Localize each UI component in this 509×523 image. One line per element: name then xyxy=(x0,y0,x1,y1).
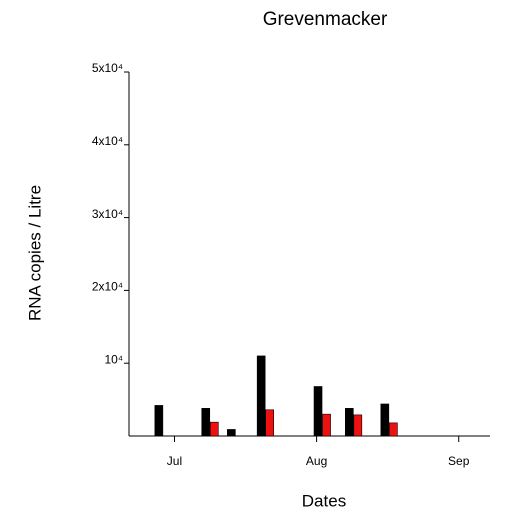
bar xyxy=(256,355,266,437)
y-tick-label: 2x10⁴ xyxy=(92,280,123,294)
y-axis-label: RNA copies / Litre xyxy=(25,185,44,321)
bar xyxy=(389,422,398,437)
bar xyxy=(344,408,354,437)
chart-title: Grevenmacker xyxy=(263,9,388,30)
y-tick-label: 4x10⁴ xyxy=(92,134,123,148)
bar xyxy=(353,414,363,437)
y-tick-label: 3x10⁴ xyxy=(92,207,123,221)
bar xyxy=(154,405,164,437)
bar xyxy=(313,386,323,437)
x-tick-label: Jul xyxy=(167,454,182,468)
y-tick-label: 5x10⁴ xyxy=(92,61,123,75)
x-tick-label: Sep xyxy=(448,454,470,468)
x-axis-label: Dates xyxy=(302,491,346,510)
bar xyxy=(227,429,236,437)
bar xyxy=(209,421,219,437)
bar xyxy=(322,413,331,437)
bar xyxy=(201,408,211,437)
x-tick-label: Aug xyxy=(306,454,327,468)
y-tick-label: 10⁴ xyxy=(104,352,123,366)
bar xyxy=(380,403,390,437)
bar xyxy=(265,409,275,437)
